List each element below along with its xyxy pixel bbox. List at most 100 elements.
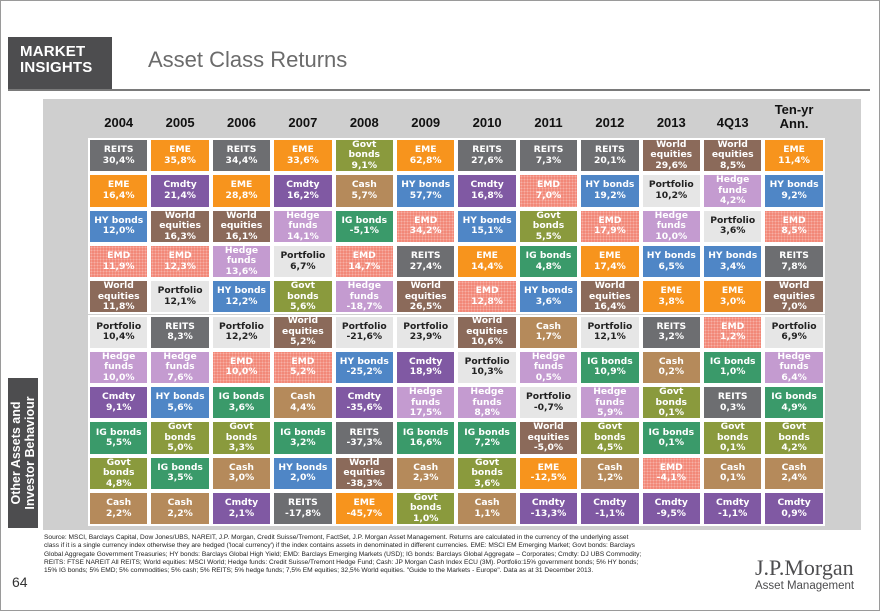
return-cell: EMD 12,8%	[456, 279, 518, 315]
return-cell: EMD 1,2%	[702, 314, 764, 350]
cell-return-value: 7,0%	[781, 301, 807, 313]
cell-return-value: 1,1%	[474, 507, 500, 519]
cell-asset-label: EME	[599, 250, 621, 262]
return-cell: Hedge funds 14,1%	[272, 208, 334, 244]
return-cell: Portfolio 23,9%	[395, 314, 457, 350]
return-cell: EMD 12,3%	[149, 243, 211, 280]
source-line: REITS: FTSE NAREIT All REITS; World equi…	[44, 558, 639, 566]
cell-asset-label: REITS	[103, 144, 134, 156]
cell-return-value: 4,8%	[105, 477, 132, 489]
cell-asset-label: HY bonds	[769, 179, 819, 191]
return-cell: World equities -5,0%	[517, 420, 580, 456]
cell-asset-label: Hedge	[716, 174, 750, 186]
return-cell: EMD 5,2%	[272, 349, 334, 386]
cell-return-value: 3,5%	[167, 472, 193, 484]
cell-return-value: 3,6%	[228, 401, 255, 413]
return-cell: Hedge funds 17,5%	[395, 385, 457, 421]
cell-return-value: -12,5%	[530, 472, 567, 484]
cell-asset-label: EMD	[229, 355, 254, 367]
cell-return-value: 12,1%	[593, 331, 626, 343]
cell-asset-label: World	[533, 421, 564, 433]
cell-return-value: 34,4%	[225, 154, 258, 166]
return-cell: REITS -37,3%	[333, 420, 395, 456]
return-cell: HY bonds 3,4%	[702, 243, 764, 280]
cell-return-value: 5,6%	[290, 301, 316, 313]
return-cell: Cash 2,4%	[763, 455, 825, 491]
cell-return-value: 5,9%	[597, 407, 623, 418]
cell-return-value: 21,4%	[164, 189, 197, 201]
cell-return-value: -13,3%	[530, 507, 567, 519]
cell-return-value: 14,4%	[471, 260, 504, 272]
cell-asset-label: funds	[288, 220, 318, 231]
return-cell: REITS 34,4%	[210, 138, 273, 174]
return-cell: Govt bonds 4,5%	[579, 420, 641, 456]
cell-asset-label: IG bonds	[341, 214, 388, 226]
return-cell: World equities 10,6%	[456, 314, 518, 350]
cell-asset-label: equities	[220, 220, 263, 231]
cell-return-value: 6,9%	[781, 331, 807, 343]
return-cell: IG bonds 10,9%	[579, 349, 641, 386]
return-cell: Cmdty 18,9%	[395, 349, 457, 386]
return-cell: Govt bonds 3,3%	[210, 420, 273, 456]
return-cell: Cash 1,7%	[517, 314, 580, 350]
cell-asset-label: Cash	[474, 497, 500, 509]
return-cell: Cmdty -9,5%	[640, 491, 702, 527]
cell-asset-label: Cmdty	[347, 391, 381, 403]
return-cell: REITS -17,8%	[272, 491, 334, 527]
cell-return-value: -5,0%	[533, 442, 564, 454]
return-cell: Hedge funds 0,5%	[517, 349, 580, 386]
return-cell: Cash 1,2%	[579, 455, 641, 491]
cell-return-value: 0,1%	[658, 437, 685, 449]
cell-return-value: 5,2%	[290, 366, 316, 378]
return-cell: EMD -4,1%	[640, 455, 702, 491]
cell-return-value: 11,4%	[778, 154, 811, 166]
cell-return-value: 27,4%	[409, 260, 442, 272]
cell-asset-label: Cash	[167, 497, 193, 509]
cell-asset-label: REITS	[717, 391, 748, 403]
return-cell: Cash 4,4%	[272, 385, 334, 421]
cell-return-value: 30,4%	[102, 154, 135, 166]
cell-asset-label: World	[164, 209, 196, 221]
cell-asset-label: IG bonds	[218, 391, 265, 403]
cell-asset-label: HY bonds	[94, 214, 144, 226]
cell-return-value: 4,8%	[535, 260, 562, 272]
cell-asset-label: equities	[404, 290, 447, 302]
cell-return-value: 0,3%	[719, 401, 746, 413]
cell-return-value: 1,7%	[535, 331, 562, 343]
cell-asset-label: Portfolio	[710, 214, 756, 226]
cell-asset-label: HY bonds	[462, 214, 512, 226]
cell-asset-label: HY bonds	[339, 355, 389, 367]
cell-asset-label: HY bonds	[585, 179, 635, 191]
source-line: Source: MSCI, Barclays Capital, Dow Jone…	[44, 534, 629, 541]
column-header: 2009	[411, 115, 441, 130]
jp-morgan-logo: J.P.Morgan Asset Management	[755, 557, 854, 593]
cell-asset-label: Hedge	[224, 244, 259, 256]
return-cell: Cmdty -1,1%	[702, 491, 764, 527]
return-cell: Govt bonds 1,0%	[395, 491, 457, 527]
cell-return-value: -18,7%	[346, 301, 383, 313]
cell-asset-label: Govt bonds	[594, 421, 626, 443]
cell-return-value: 10,0%	[655, 230, 688, 242]
cell-return-value: 1,2%	[719, 331, 746, 343]
cell-return-value: 16,3%	[164, 230, 197, 242]
return-cell: Govt bonds 3,6%	[456, 455, 518, 491]
return-cell: HY bonds 6,5%	[640, 243, 702, 280]
cell-return-value: 8,3%	[167, 331, 193, 343]
cell-return-value: 16,4%	[593, 301, 626, 313]
cell-asset-label: funds	[104, 361, 134, 373]
cell-return-value: 14,7%	[348, 260, 381, 272]
return-cell: Cash 0,1%	[702, 455, 764, 491]
return-cell: World equities 16,4%	[579, 279, 641, 315]
cell-return-value: 12,8%	[471, 295, 504, 307]
cell-asset-label: EME	[169, 144, 191, 156]
cell-asset-label: EME	[721, 285, 744, 297]
source-line: Global Aggregate Government Treasuries; …	[44, 550, 642, 558]
return-cell: Hedge funds 13,6%	[210, 243, 273, 280]
cell-return-value: 10,3%	[471, 366, 504, 378]
cell-asset-label: Govt bonds	[287, 280, 319, 302]
cell-return-value: 3,6%	[719, 225, 746, 237]
return-cell: Hedge funds 7,6%	[149, 349, 211, 386]
cell-return-value: 17,9%	[593, 225, 626, 237]
return-cell: Cmdty 16,2%	[272, 173, 334, 209]
cell-return-value: 23,9%	[409, 331, 442, 343]
